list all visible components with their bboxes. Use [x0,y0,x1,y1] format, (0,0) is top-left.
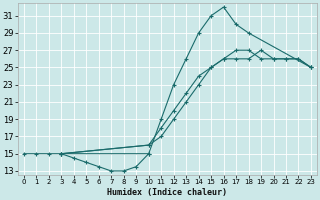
X-axis label: Humidex (Indice chaleur): Humidex (Indice chaleur) [108,188,228,197]
